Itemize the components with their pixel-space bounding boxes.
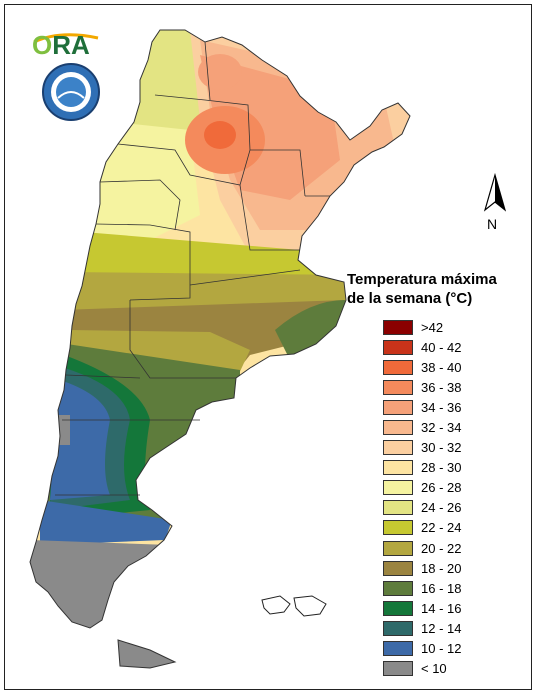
legend-swatch	[383, 440, 413, 456]
legend-swatch	[383, 339, 413, 355]
legend-item: 40 - 42	[383, 337, 533, 357]
legend-label: 12 - 14	[421, 620, 462, 636]
legend-swatch	[383, 661, 413, 677]
legend-swatch	[383, 500, 413, 516]
legend-swatch	[383, 620, 413, 636]
legend-label: 28 - 30	[421, 460, 462, 476]
legend-item: 30 - 32	[383, 438, 533, 458]
legend-item: >42	[383, 317, 533, 337]
legend-label: < 10	[421, 661, 447, 677]
province-borders	[55, 41, 330, 496]
legend-label: 16 - 18	[421, 580, 462, 596]
legend-title: Temperatura máxima de la semana (°C)	[347, 271, 497, 307]
legend-label: >42	[421, 319, 444, 335]
legend-item: 14 - 16	[383, 598, 533, 618]
legend-label: 34 - 36	[421, 399, 462, 415]
legend-label: 22 - 24	[421, 520, 462, 536]
legend-swatch	[383, 480, 413, 496]
north-arrow-icon	[483, 172, 507, 212]
legend-item: 12 - 14	[383, 618, 533, 638]
legend-swatch	[383, 520, 413, 536]
legend-label: 18 - 20	[421, 560, 462, 576]
legend-item: < 10	[383, 659, 533, 679]
legend-items: >42 40 - 42 38 - 40 36 - 38 34 - 36 32 - 34 30…	[383, 317, 533, 679]
legend-item: 38 - 40	[383, 357, 533, 377]
legend-swatch	[383, 460, 413, 476]
legend-item: 18 - 20	[383, 558, 533, 578]
map-frame	[4, 4, 532, 690]
legend-swatch	[383, 560, 413, 576]
legend-swatch	[383, 319, 413, 335]
legend-swatch	[383, 641, 413, 657]
legend-item: 16 - 18	[383, 578, 533, 598]
legend: Temperatura máxima de la semana (°C) >42…	[343, 270, 533, 679]
seal-logo	[42, 63, 100, 121]
legend-swatch	[383, 600, 413, 616]
legend-swatch	[383, 399, 413, 415]
legend-item: 32 - 34	[383, 417, 533, 437]
legend-swatch	[383, 420, 413, 436]
legend-item: 28 - 30	[383, 458, 533, 478]
legend-swatch	[383, 359, 413, 375]
legend-item: 26 - 28	[383, 478, 533, 498]
tierra-del-fuego	[117, 639, 177, 669]
legend-label: 14 - 16	[421, 600, 462, 616]
legend-item: 20 - 22	[383, 538, 533, 558]
logo-swoosh	[33, 33, 99, 44]
legend-item: 10 - 12	[383, 639, 533, 659]
ora-logo: ORA	[32, 30, 90, 60]
legend-swatch	[383, 540, 413, 556]
legend-swatch	[383, 379, 413, 395]
legend-label: 36 - 38	[421, 379, 462, 395]
legend-label: 10 - 12	[421, 641, 462, 657]
legend-swatch	[383, 580, 413, 596]
legend-label: 20 - 22	[421, 540, 462, 556]
legend-label: 24 - 26	[421, 500, 462, 516]
legend-item: 22 - 24	[383, 518, 533, 538]
legend-label: 30 - 32	[421, 440, 462, 456]
legend-item: 36 - 38	[383, 377, 533, 397]
legend-label: 26 - 28	[421, 480, 462, 496]
legend-item: 24 - 26	[383, 498, 533, 518]
legend-label: 32 - 34	[421, 420, 462, 436]
country-outline	[29, 29, 411, 629]
legend-item: 34 - 36	[383, 397, 533, 417]
malvinas-islands	[261, 595, 327, 617]
legend-label: 40 - 42	[421, 339, 462, 355]
legend-label: 38 - 40	[421, 359, 462, 375]
north-label: N	[487, 216, 498, 232]
